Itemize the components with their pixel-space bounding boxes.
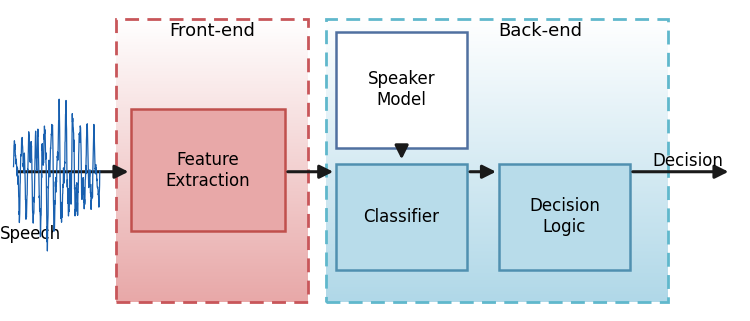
Bar bbox=[131, 109, 285, 231]
Text: Speaker
Model: Speaker Model bbox=[368, 71, 436, 109]
Text: Decision
Logic: Decision Logic bbox=[529, 197, 600, 236]
Bar bbox=[336, 164, 467, 270]
Bar bbox=[116, 19, 308, 302]
Text: Front-end: Front-end bbox=[170, 22, 255, 40]
Text: Feature
Extraction: Feature Extraction bbox=[166, 151, 250, 189]
Text: Speech: Speech bbox=[0, 225, 61, 243]
Text: Back-end: Back-end bbox=[498, 22, 582, 40]
Text: Decision: Decision bbox=[652, 152, 724, 169]
Bar bbox=[336, 32, 467, 148]
Text: Classifier: Classifier bbox=[364, 208, 440, 226]
Bar bbox=[499, 164, 630, 270]
Bar bbox=[326, 19, 668, 302]
